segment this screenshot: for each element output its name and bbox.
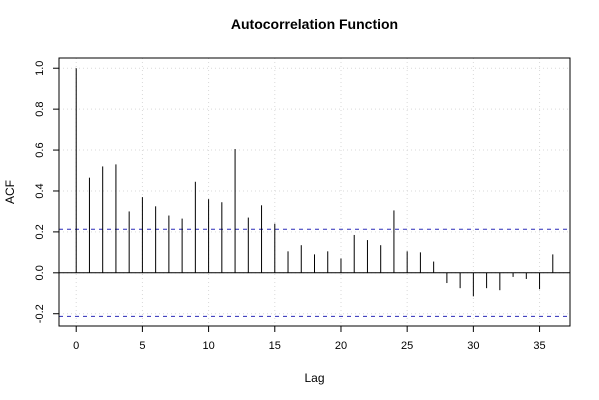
plot-frame	[58, 57, 571, 327]
x-tick-label: 25	[401, 340, 413, 352]
x-tick-label: 35	[533, 340, 545, 352]
x-tick-label: 20	[335, 340, 347, 352]
grid	[59, 58, 570, 326]
x-tick-label: 10	[202, 340, 214, 352]
y-tick-label: 0.6	[34, 142, 46, 157]
y-tick-label: 1.0	[34, 61, 46, 76]
acf-bars	[59, 68, 570, 297]
y-tick-label: 0.0	[34, 265, 46, 280]
x-tick-label: 30	[467, 340, 479, 352]
y-axis-label: ACF	[3, 180, 17, 204]
y-tick-label: -0.2	[34, 304, 46, 323]
x-tick-label: 5	[139, 340, 145, 352]
x-tick-label: 15	[269, 340, 281, 352]
x-tick-label: 0	[73, 340, 79, 352]
chart-title: Autocorrelation Function	[231, 16, 398, 32]
y-tick-label: 0.4	[34, 183, 46, 198]
x-axis: 0 5 10 15 20 25 30 35	[73, 326, 546, 352]
x-axis-label: Lag	[304, 371, 324, 385]
y-tick-label: 0.2	[34, 224, 46, 239]
y-tick-label: 0.8	[34, 101, 46, 116]
confidence-band	[59, 228, 570, 317]
y-axis: -0.2 0.0 0.2 0.4 0.6 0.8 1.0	[34, 61, 59, 323]
